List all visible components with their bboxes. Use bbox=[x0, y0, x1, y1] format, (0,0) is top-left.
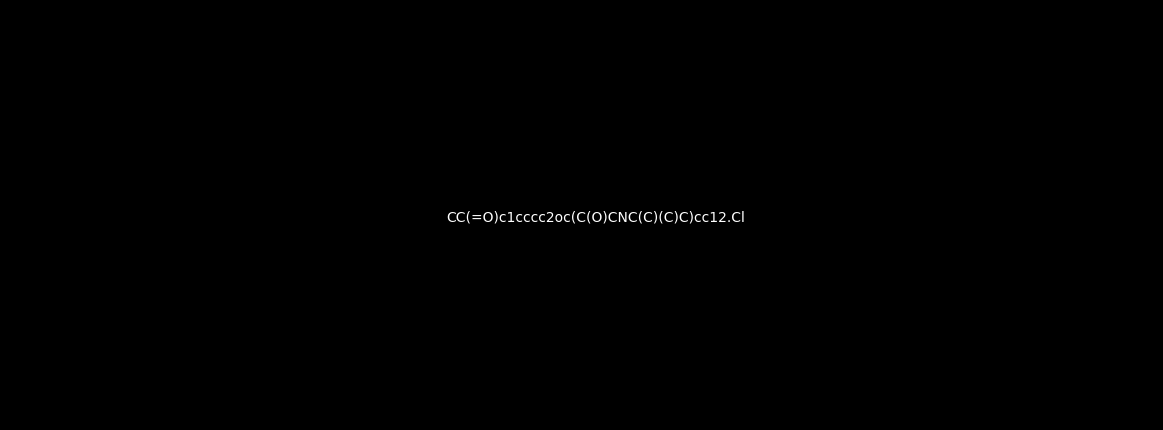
Text: CC(=O)c1cccc2oc(C(O)CNC(C)(C)C)cc12.Cl: CC(=O)c1cccc2oc(C(O)CNC(C)(C)C)cc12.Cl bbox=[447, 210, 745, 224]
